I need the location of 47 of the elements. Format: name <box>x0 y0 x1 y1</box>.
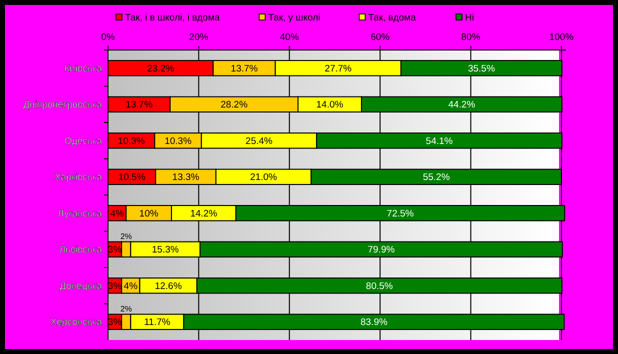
x-tick-label: 0% <box>101 32 116 43</box>
data-label: 4% <box>110 208 124 220</box>
data-label: 12.6% <box>154 280 182 292</box>
data-label: 79.9% <box>368 244 396 256</box>
y-tick-label: Київська <box>64 63 103 74</box>
x-tick-label: 20% <box>189 32 209 43</box>
y-tick-label: Одеська <box>64 136 103 147</box>
data-label: 10.3% <box>164 136 192 147</box>
data-label: 28.2% <box>220 100 248 111</box>
data-label: 4% <box>124 280 138 292</box>
y-tick-label: Львівська <box>59 244 103 256</box>
data-label: 10.3% <box>118 136 146 147</box>
legend-label: Так, у школі <box>268 12 320 24</box>
data-label: 23.2% <box>147 63 175 74</box>
y-tick-label: Харківська <box>54 172 103 184</box>
x-tick-label: 40% <box>280 32 300 43</box>
data-label: 14.2% <box>190 208 218 220</box>
data-label: 15.3% <box>152 244 180 256</box>
data-label: 83.9% <box>360 317 388 328</box>
y-tick-label: Дніпропетровська <box>23 100 103 111</box>
data-label: 21.0% <box>250 172 278 184</box>
data-label: 13.7% <box>126 100 154 111</box>
y-tick-label: Луганська <box>58 208 103 220</box>
data-label: 13.3% <box>172 172 200 184</box>
data-label: 10% <box>139 208 159 220</box>
x-tick-label: 100% <box>549 32 574 43</box>
y-tick-label: Херсонська <box>50 317 103 328</box>
data-label: 80.5% <box>366 280 394 292</box>
data-label: 2% <box>120 232 132 241</box>
data-label: 54.1% <box>426 136 454 147</box>
x-tick-label: 80% <box>461 32 481 43</box>
x-tick-label: 60% <box>370 32 390 43</box>
data-label: 55.2% <box>422 172 450 184</box>
legend-label: Так, вдома <box>368 12 417 24</box>
data-label: 44.2% <box>448 100 476 111</box>
data-label: 14.0% <box>316 100 344 111</box>
data-label: 72.5% <box>386 208 414 220</box>
data-label: 25.4% <box>246 136 274 147</box>
data-label: 10.5% <box>118 172 146 184</box>
legend-label: Ні <box>465 12 474 24</box>
data-label: 35.5% <box>468 63 496 74</box>
data-label: 27.7% <box>324 63 352 74</box>
data-label: 2% <box>120 304 132 314</box>
data-label: 11.7% <box>144 317 171 328</box>
y-tick-label: Донецька <box>60 280 103 292</box>
data-label: 13.7% <box>230 63 258 74</box>
legend-label: Так, і в школі, і вдома <box>125 12 220 24</box>
